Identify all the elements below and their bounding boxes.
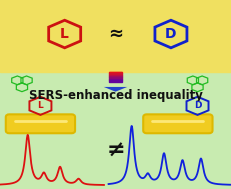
Bar	[109, 75, 122, 76]
Bar	[0, 0, 231, 72]
Bar	[109, 72, 122, 73]
Polygon shape	[104, 87, 127, 92]
Bar	[109, 80, 122, 82]
Bar	[109, 77, 122, 79]
Text: ≈: ≈	[108, 25, 123, 43]
Text: D: D	[194, 101, 201, 110]
FancyBboxPatch shape	[6, 114, 75, 133]
Text: D: D	[165, 27, 177, 41]
FancyBboxPatch shape	[143, 114, 213, 133]
Bar	[109, 76, 122, 77]
Text: SERS-enhanced inequality: SERS-enhanced inequality	[29, 89, 202, 102]
Bar	[109, 73, 122, 75]
Text: ≠: ≠	[106, 141, 125, 161]
Bar	[109, 79, 122, 80]
Text: L: L	[38, 101, 43, 110]
Text: L: L	[60, 27, 69, 41]
